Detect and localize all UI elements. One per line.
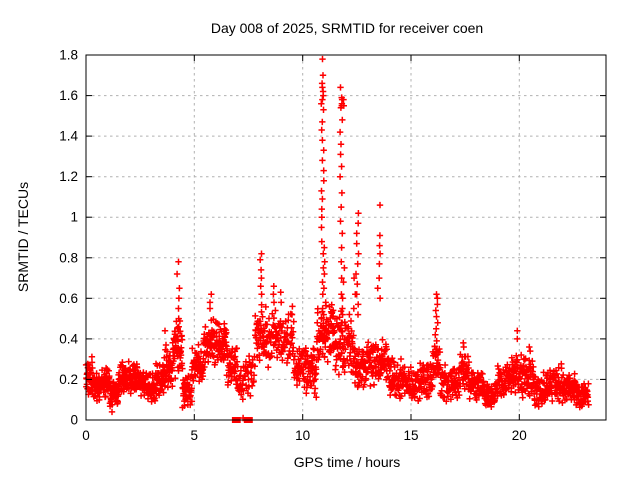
chart-title: Day 008 of 2025, SRMTID for receiver coe… — [211, 20, 483, 36]
y-tick-label: 1 — [70, 210, 78, 225]
y-axis-label: SRMTID / TECUs — [15, 182, 31, 292]
y-tick-label: 0 — [70, 413, 78, 428]
x-tick-label: 0 — [82, 428, 90, 443]
y-tick-label: 0.6 — [59, 291, 78, 306]
y-tick-label: 0.4 — [59, 331, 78, 346]
y-tick-label: 1.6 — [59, 88, 78, 103]
y-tick-label: 1.8 — [59, 48, 78, 63]
y-tick-label: 0.8 — [59, 250, 78, 265]
tick-mark-set — [85, 54, 606, 421]
x-tick-label: 20 — [512, 428, 527, 443]
x-tick-label: 15 — [403, 428, 418, 443]
y-tick-label: 1.4 — [59, 129, 78, 144]
x-axis-label: GPS time / hours — [294, 454, 401, 470]
tick-marks — [85, 54, 606, 421]
plot-border — [85, 54, 607, 421]
data-points — [82, 55, 592, 423]
scatter-plus-markers — [82, 55, 592, 422]
y-tick-labels: 0 0.2 0.4 0.6 0.8 1 1.2 1.4 1.6 1.8 — [59, 48, 78, 428]
x-tick-labels: 0 5 10 15 20 — [82, 428, 527, 443]
y-tick-label: 0.2 — [59, 372, 78, 387]
x-tick-label: 5 — [191, 428, 199, 443]
y-tick-label: 1.2 — [59, 169, 78, 184]
x-tick-label: 10 — [295, 428, 310, 443]
